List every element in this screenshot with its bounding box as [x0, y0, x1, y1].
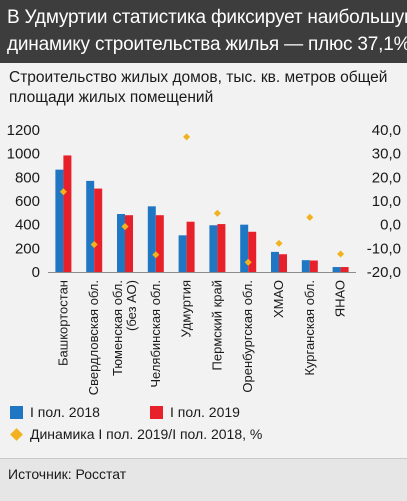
legend-diamond-icon [10, 428, 23, 441]
category-label: Тюменская обл.(без АО) [110, 280, 139, 376]
bar-2019 [94, 188, 103, 272]
bar-2019 [125, 215, 133, 272]
left-axis-tick-label: 0 [32, 264, 40, 281]
dynamics-point [121, 223, 129, 231]
source-footer: Источник: Росстат [0, 458, 407, 501]
right-axis-tick-label: 30,0 [372, 146, 401, 163]
bar-2019 [186, 221, 195, 272]
bar-2019 [155, 215, 164, 272]
category-label: Курганская обл. [302, 280, 317, 376]
bar-2019 [63, 155, 72, 272]
dynamics-point [244, 258, 252, 266]
category-label: Свердловская обл. [86, 280, 101, 395]
bar-2018 [209, 225, 218, 272]
bar-2018 [55, 169, 64, 272]
bar-2019 [248, 231, 257, 272]
legend-item-dynamics: Динамика I пол. 2019/I пол. 2018, % [8, 426, 368, 444]
dynamics-point [337, 250, 345, 258]
bar-2019 [340, 267, 349, 272]
source-text: Источник: Росстат [8, 466, 127, 482]
right-axis-tick-label: 40,0 [372, 122, 401, 139]
legend-item-2019: I пол. 2019 [148, 404, 308, 422]
right-axis-tick-label: 0,0 [380, 217, 401, 234]
legend-label-2018: I пол. 2018 [30, 404, 100, 420]
dynamics-point [183, 133, 191, 141]
dynamics-point [306, 213, 314, 221]
category-label: Пермский край [209, 280, 224, 370]
category-label: ХМАО [271, 280, 286, 318]
dynamics-point [213, 209, 221, 217]
category-label: Удмуртия [179, 280, 194, 337]
right-axis-tick-label: -10,0 [367, 240, 401, 257]
headline-line-2: динамику строительства жилья — плюс 37,1… [7, 34, 407, 55]
legend-item-2018: I пол. 2018 [8, 404, 168, 422]
category-label: ЯНАО [333, 280, 348, 317]
category-label-line: Тюменская обл. [110, 280, 125, 376]
left-axis-tick-label: 1000 [7, 146, 40, 163]
category-label: Башкортостан [55, 280, 70, 366]
left-axis-tick-label: 200 [15, 240, 40, 257]
category-label: Челябинская обл. [148, 280, 163, 388]
right-axis-tick-label: 20,0 [372, 169, 401, 186]
bar-2019 [279, 254, 287, 272]
legend-swatch-2019 [150, 406, 163, 419]
category-label-line: (без АО) [124, 280, 139, 331]
bar-2018 [271, 251, 279, 272]
legend-swatch-2018 [10, 406, 23, 419]
bar-2018 [86, 180, 95, 272]
bar-2018 [240, 224, 249, 272]
headline-line-1: В Удмуртии статистика фиксирует наибольш… [7, 7, 407, 28]
right-axis-tick-label: -20,0 [367, 264, 401, 281]
category-label: Оренбургская обл. [240, 280, 255, 393]
bar-2018 [178, 235, 187, 272]
dynamics-point [90, 241, 98, 249]
bar-2018 [117, 214, 125, 272]
dynamics-point [152, 251, 160, 259]
legend-label-dynamics: Динамика I пол. 2019/I пол. 2018, % [30, 426, 263, 442]
chart-subtitle: Строительство жилых домов, тыс. кв. метр… [9, 69, 388, 106]
bar-2018 [147, 206, 156, 272]
bar-2018 [332, 267, 341, 272]
bar-2019 [309, 260, 318, 272]
left-axis-tick-label: 1200 [7, 122, 40, 139]
left-axis-tick-label: 800 [15, 169, 40, 186]
legend-label-2019: I пол. 2019 [170, 404, 240, 420]
bar-chart: 0 200 400 600 800 1000 1200 -20,0 -10,0 0,0 10,0 20… [7, 122, 401, 395]
right-axis-tick-label: 10,0 [372, 193, 401, 210]
left-axis-tick-label: 600 [15, 193, 40, 210]
title-bar: В Удмуртии статистика фиксирует наибольш… [0, 0, 407, 63]
bar-2019 [217, 224, 226, 272]
left-axis-tick-label: 400 [15, 217, 40, 234]
dynamics-point [275, 239, 283, 247]
bar-2018 [301, 260, 310, 272]
